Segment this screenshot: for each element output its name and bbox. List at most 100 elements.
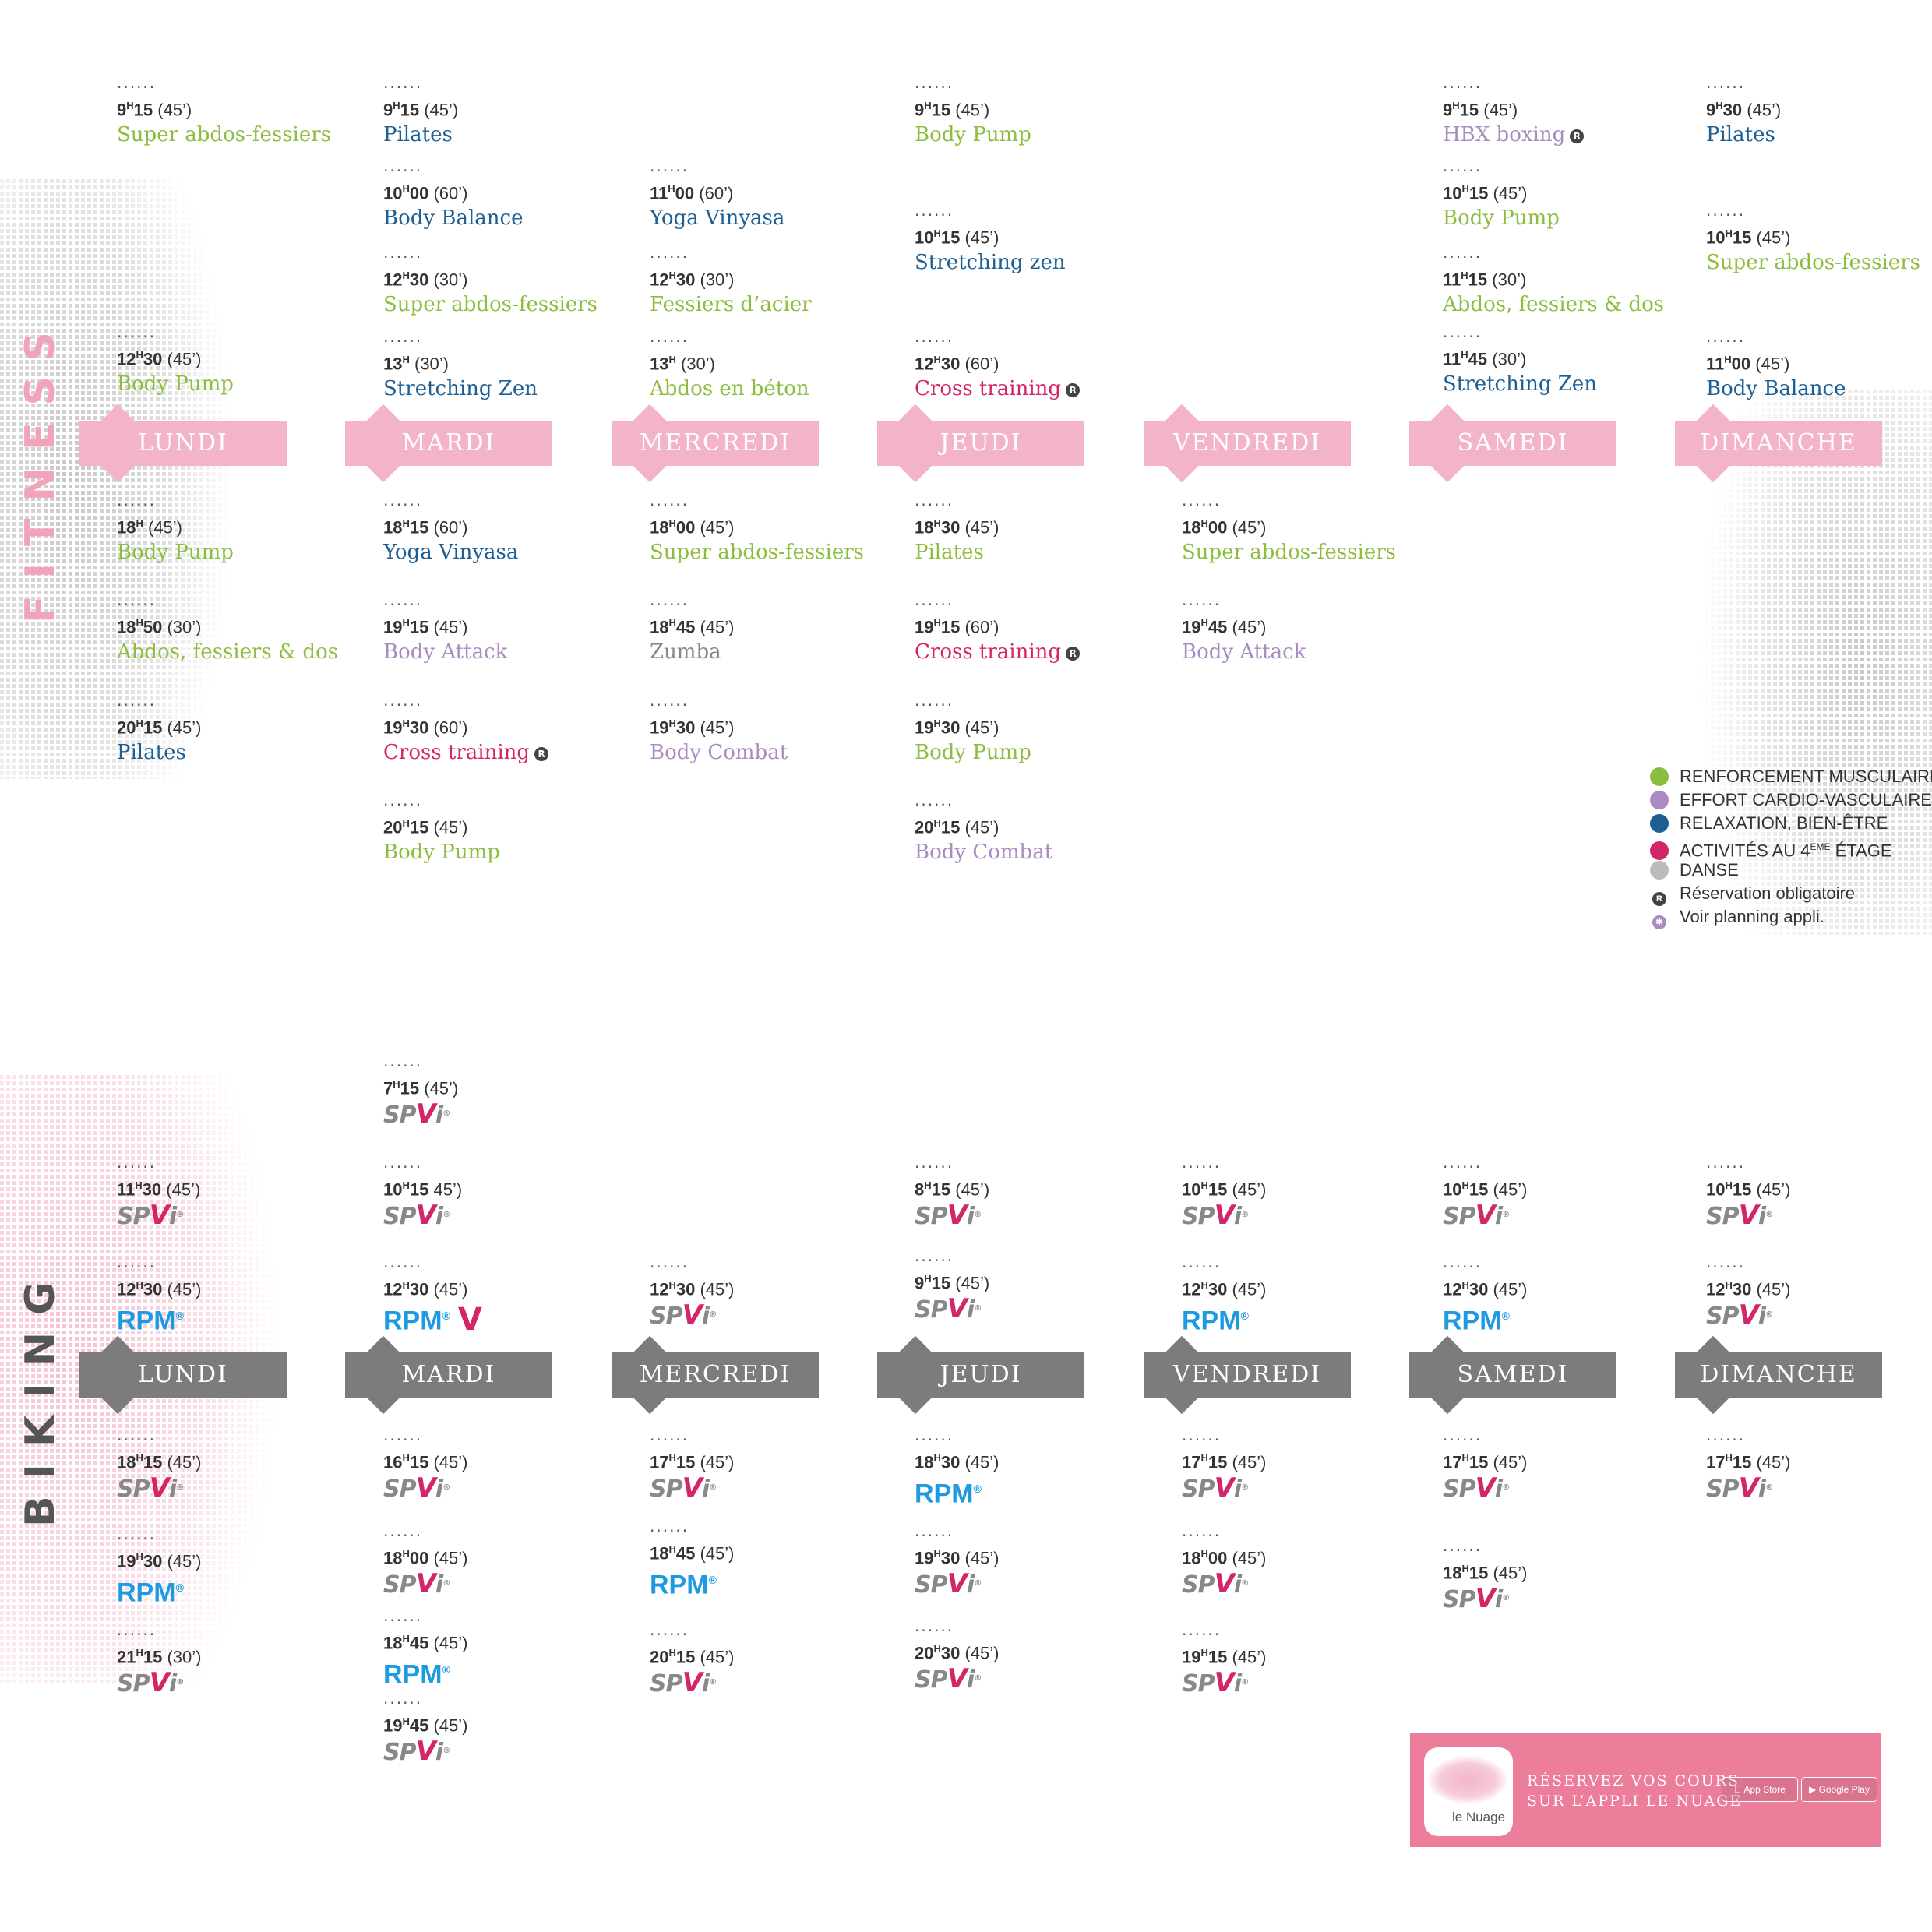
class-time: 17H15 (45’) xyxy=(650,1452,735,1472)
legend-activites: ACTIVITÉS AU 4EME ÉTAGE xyxy=(1650,835,1932,861)
fitness-class-entry[interactable]: ······ 9H15 (45’) Super abdos-fessiers xyxy=(117,79,366,149)
biking-class-entry[interactable]: ······ 18H00 (45’) SPVi® xyxy=(383,1528,633,1600)
fitness-class-entry[interactable]: ······ 19H30 (45’) Body Combat xyxy=(650,697,899,767)
biking-class-entry[interactable]: ······ 18H45 (45’) RPM® xyxy=(383,1613,633,1690)
biking-class-entry[interactable]: ······ 18H15 (45’) SPVi® xyxy=(117,1432,366,1504)
class-time: 19H15 (45’) xyxy=(1182,1647,1267,1667)
biking-class-entry[interactable]: ······ 18H30 (45’) RPM® xyxy=(915,1432,1164,1510)
class-time: 19H30 (45’) xyxy=(117,1551,202,1571)
biking-class-entry[interactable]: ······ 18H45 (45’) RPM® xyxy=(650,1523,899,1601)
fitness-class-entry[interactable]: ······ 11H00 (45’) Body Balance xyxy=(1706,333,1932,403)
biking-class-entry[interactable]: ······ 10H15 (45’) SPVi® xyxy=(1443,1159,1692,1232)
class-time: 16H15 (45’) xyxy=(383,1452,468,1472)
spivi-v-icon: V xyxy=(457,1301,482,1338)
fitness-class-entry[interactable]: ······ 11H45 (30’) Stretching Zen xyxy=(1443,329,1692,398)
google-play-badge[interactable]: ▶ Google Play xyxy=(1801,1777,1877,1802)
biking-class-entry[interactable]: ······ 16H15 (45’) SPVi® xyxy=(383,1432,633,1504)
fitness-class-entry[interactable]: ······ 9H15 (45’) Body Pump xyxy=(915,79,1164,149)
fitness-day-lundi[interactable]: LUNDI xyxy=(79,404,287,483)
fitness-class-entry[interactable]: ······ 19H30 (60’) Cross training R xyxy=(383,697,633,767)
biking-day-dimanche[interactable]: DIMANCHE xyxy=(1675,1335,1882,1415)
day-label: MARDI xyxy=(401,429,496,457)
fitness-class-entry[interactable]: ······ 18H00 (45’) Super abdos-fessiers xyxy=(650,497,899,566)
biking-class-entry[interactable]: ······ 21H15 (30’) SPVi® xyxy=(117,1627,366,1699)
fitness-class-entry[interactable]: ······ 20H15 (45’) Body Combat xyxy=(915,797,1164,866)
class-time: 18H45 (45’) xyxy=(650,617,735,637)
fitness-day-jeudi[interactable]: JEUDI xyxy=(877,404,1084,483)
biking-class-entry[interactable]: ······ 7H15 (45’) SPVi® xyxy=(383,1058,633,1130)
purple-dot-icon xyxy=(1650,791,1669,809)
biking-day-mercredi[interactable]: MERCREDI xyxy=(612,1335,819,1415)
fitness-day-samedi[interactable]: SAMEDI xyxy=(1409,404,1616,483)
app-promo-banner[interactable]: le Nuage RÉSERVEZ VOS COURS SUR L’APPLI … xyxy=(1410,1733,1881,1847)
fitness-class-entry[interactable]: ······ 19H15 (45’) Body Attack xyxy=(383,597,633,666)
fitness-class-entry[interactable]: ······ 10H00 (60’) Body Balance xyxy=(383,163,633,232)
biking-class-entry[interactable]: ······ 20H30 (45’) SPVi® xyxy=(915,1623,1164,1695)
fitness-class-entry[interactable]: ······ 18H50 (30’) Abdos, fessiers & dos xyxy=(117,597,366,666)
fitness-class-entry[interactable]: ······ 10H15 (45’) Body Pump xyxy=(1443,163,1692,232)
biking-class-entry[interactable]: ······ 18H15 (45’) SPVi® xyxy=(1443,1542,1692,1615)
fitness-class-entry[interactable]: ······ 19H45 (45’) Body Attack xyxy=(1182,597,1431,666)
biking-class-entry[interactable]: ······ 19H30 (45’) SPVi® xyxy=(915,1528,1164,1600)
fitness-class-entry[interactable]: ······ 12H30 (30’) Super abdos-fessiers xyxy=(383,249,633,319)
fitness-class-entry[interactable]: ······ 11H00 (60’) Yoga Vinyasa xyxy=(650,163,899,232)
dotted-separator: ······ xyxy=(117,1158,157,1176)
class-name: Zumba xyxy=(650,640,721,665)
biking-class-entry[interactable]: ······ 17H15 (45’) SPVi® xyxy=(650,1432,899,1504)
biking-class-entry[interactable]: ······ 20H15 (45’) SPVi® xyxy=(650,1627,899,1699)
fitness-class-entry[interactable]: ······ 18H15 (60’) Yoga Vinyasa xyxy=(383,497,633,566)
fitness-class-entry[interactable]: ······ 18H00 (45’) Super abdos-fessiers xyxy=(1182,497,1431,566)
biking-class-entry[interactable]: ······ 12H30 (45’) RPM® xyxy=(1443,1259,1692,1337)
fitness-class-entry[interactable]: ······ 20H15 (45’) Pilates xyxy=(117,697,366,767)
biking-class-entry[interactable]: ······ 19H30 (45’) RPM® xyxy=(117,1531,366,1609)
fitness-class-entry[interactable]: ······ 13H (30’) Abdos en béton xyxy=(650,333,899,403)
biking-class-entry[interactable]: ······ 17H15 (45’) SPVi® xyxy=(1706,1432,1932,1504)
fitness-class-entry[interactable]: ······ 12H30 (45’) Body Pump xyxy=(117,329,366,398)
biking-class-entry[interactable]: ······ 10H15 45’) SPVi® xyxy=(383,1159,633,1232)
biking-day-samedi[interactable]: SAMEDI xyxy=(1409,1335,1616,1415)
fitness-class-entry[interactable]: ······ 18H45 (45’) Zumba xyxy=(650,597,899,666)
biking-class-entry[interactable]: ······ 19H45 (45’) SPVi® xyxy=(383,1695,633,1768)
fitness-class-entry[interactable]: ······ 19H30 (45’) Body Pump xyxy=(915,697,1164,767)
fitness-class-entry[interactable]: ······ 19H15 (60’) Cross training R xyxy=(915,597,1164,666)
fitness-class-entry[interactable]: ······ 9H15 (45’) Pilates xyxy=(383,79,633,149)
biking-day-jeudi[interactable]: JEUDI xyxy=(877,1335,1084,1415)
biking-class-entry[interactable]: ······ 12H30 (45’) RPM® xyxy=(117,1259,366,1337)
fitness-class-entry[interactable]: ······ 12H30 (30’) Fessiers d’acier xyxy=(650,249,899,319)
dotted-separator: ······ xyxy=(650,1257,689,1276)
app-store-badge[interactable]:  App Store xyxy=(1722,1777,1798,1802)
fitness-class-entry[interactable]: ······ 18H30 (45’) Pilates xyxy=(915,497,1164,566)
biking-class-entry[interactable]: ······ 17H15 (45’) SPVi® xyxy=(1443,1432,1692,1504)
fitness-class-entry[interactable]: ······ 20H15 (45’) Body Pump xyxy=(383,797,633,866)
class-time: 18H45 (45’) xyxy=(650,1543,735,1564)
fitness-day-dimanche[interactable]: DIMANCHE xyxy=(1675,404,1882,483)
biking-class-entry[interactable]: ······ 10H15 (45’) SPVi® xyxy=(1706,1159,1932,1232)
biking-class-entry[interactable]: ······ 11H30 (45’) SPVi® xyxy=(117,1158,366,1232)
le-nuage-app-icon[interactable]: le Nuage xyxy=(1424,1747,1513,1836)
biking-class-entry[interactable]: ······ 8H15 (45’) SPVi® xyxy=(915,1159,1164,1232)
fitness-class-entry[interactable]: ······ 12H30 (60’) Cross training R xyxy=(915,333,1164,403)
biking-day-mardi[interactable]: MARDI xyxy=(345,1335,552,1415)
biking-class-entry[interactable]: ······ 17H15 (45’) SPVi® xyxy=(1182,1432,1431,1504)
biking-class-entry[interactable]: ······ 12H30 (45’) RPM® V xyxy=(383,1259,633,1338)
biking-class-entry[interactable]: ······ 12H30 (45’) SPVi® xyxy=(650,1257,899,1331)
fitness-class-entry[interactable]: ······ 13H (30’) Stretching Zen xyxy=(383,333,633,403)
fitness-day-vendredi[interactable]: VENDREDI xyxy=(1144,404,1351,483)
fitness-day-mardi[interactable]: MARDI xyxy=(345,404,552,483)
dotted-separator: ······ xyxy=(1443,78,1482,97)
fitness-class-entry[interactable]: ······ 10H15 (45’) Super abdos-fessiers xyxy=(1706,207,1932,277)
biking-class-entry[interactable]: ······ 18H00 (45’) SPVi® xyxy=(1182,1528,1431,1600)
biking-class-entry[interactable]: ······ 9H15 (45’) SPVi® xyxy=(915,1253,1164,1325)
biking-class-entry[interactable]: ······ 19H15 (45’) SPVi® xyxy=(1182,1627,1431,1699)
biking-day-lundi[interactable]: LUNDI xyxy=(79,1335,287,1415)
fitness-day-mercredi[interactable]: MERCREDI xyxy=(612,404,819,483)
fitness-class-entry[interactable]: ······ 9H15 (45’) HBX boxing R xyxy=(1443,78,1692,149)
biking-class-entry[interactable]: ······ 12H30 (45’) SPVi® xyxy=(1706,1259,1932,1331)
biking-class-entry[interactable]: ······ 12H30 (45’) RPM® xyxy=(1182,1259,1431,1337)
fitness-class-entry[interactable]: ······ 18H (45’) Body Pump xyxy=(117,497,366,566)
biking-day-vendredi[interactable]: VENDREDI xyxy=(1144,1335,1351,1415)
biking-class-entry[interactable]: ······ 10H15 (45’) SPVi® xyxy=(1182,1159,1431,1232)
fitness-class-entry[interactable]: ······ 10H15 (45’) Stretching zen xyxy=(915,207,1164,277)
fitness-class-entry[interactable]: ······ 9H30 (45’) Pilates xyxy=(1706,79,1932,149)
fitness-class-entry[interactable]: ······ 11H15 (30’) Abdos, fessiers & dos xyxy=(1443,249,1692,319)
